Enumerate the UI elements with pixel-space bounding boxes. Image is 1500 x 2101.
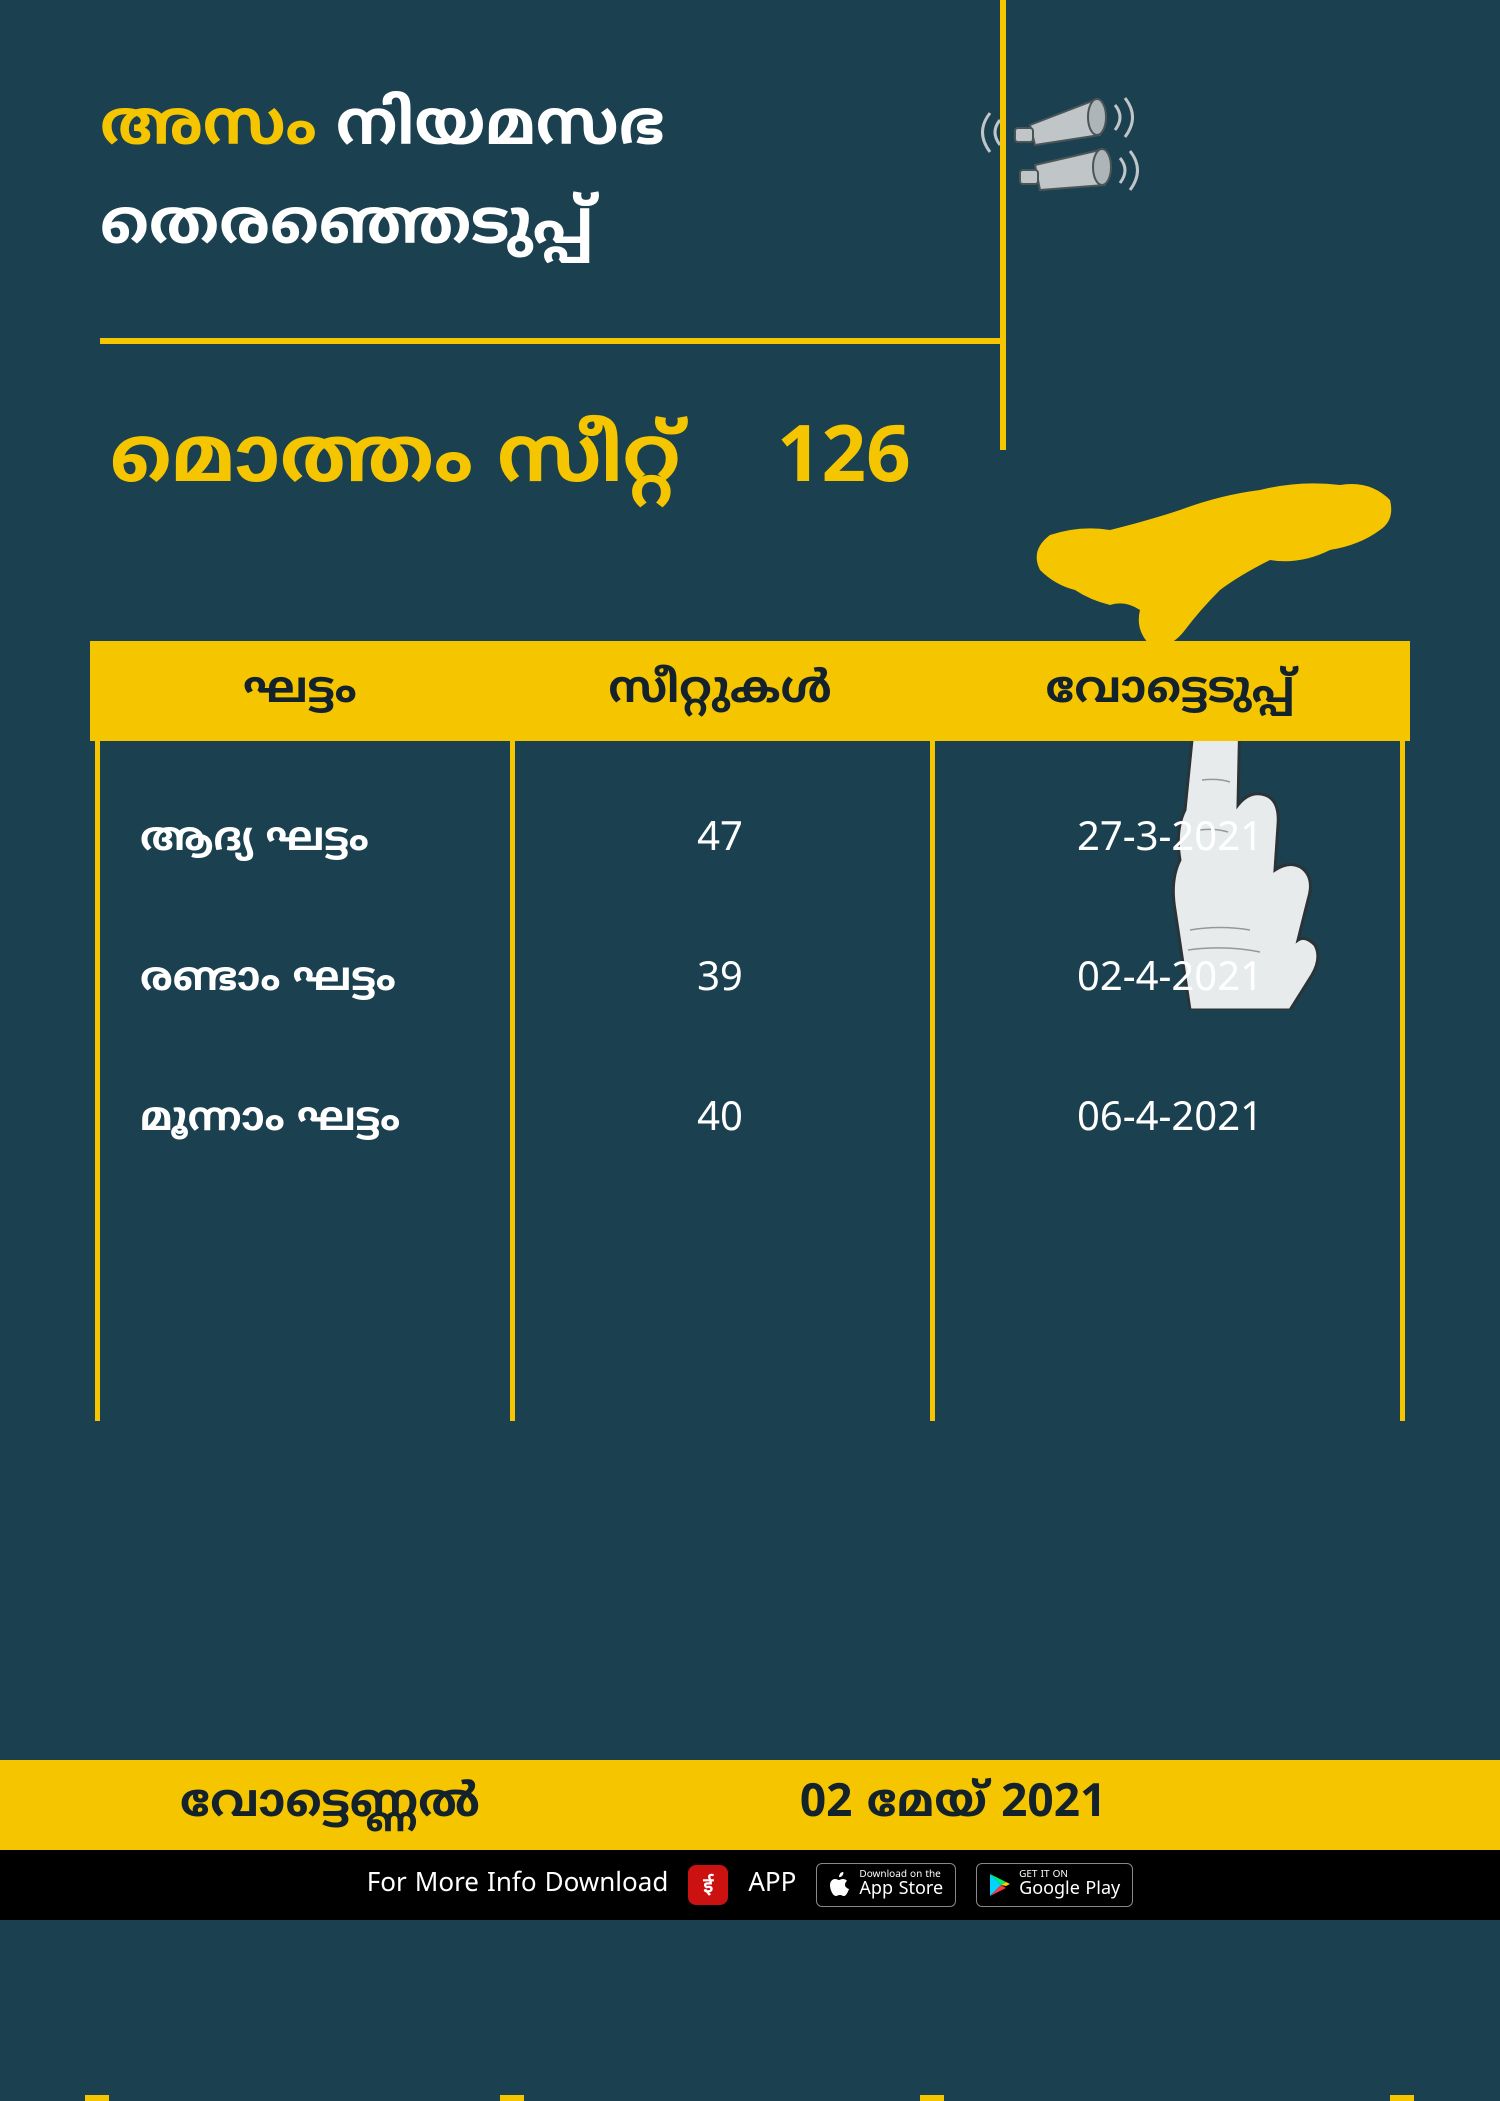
table-body: ആദ്യ ഘട്ടം 47 27-3-2021 രണ്ടാം ഘട്ടം 39 …: [90, 741, 1410, 1221]
playstore-icon: [989, 1873, 1011, 1897]
th-voting: വോട്ടെടുപ്പ്: [930, 664, 1410, 719]
download-text: For More Info Download: [367, 1869, 669, 1901]
vline: [930, 741, 935, 1421]
td-seats: 39: [510, 956, 930, 1006]
title-line-1: അസം നിയമസഭ: [100, 80, 1400, 179]
apple-icon: [829, 1872, 851, 1898]
appstore-button[interactable]: Download on the App Store: [816, 1863, 956, 1907]
counting-label: വോട്ടെണ്ണൽ: [180, 1776, 480, 1834]
td-phase: മൂന്നാം ഘട്ടം: [90, 1096, 510, 1146]
megaphone-icon: [940, 80, 1160, 230]
td-phase: ആദ്യ ഘട്ടം: [90, 816, 510, 866]
title-rest1: നിയമസഭ: [336, 90, 665, 168]
vline: [1400, 741, 1405, 1421]
td-seats: 40: [510, 1096, 930, 1146]
th-seats: സീറ്റുകൾ: [510, 664, 930, 719]
phases-table: ഘട്ടം സീറ്റുകൾ വോട്ടെടുപ്പ് ആദ്യ ഘട്ടം 4…: [90, 641, 1410, 1221]
total-seats-value: 126: [777, 414, 911, 511]
app-label: APP: [748, 1869, 796, 1901]
td-phase: രണ്ടാം ഘട്ടം: [90, 956, 510, 1006]
counting-date: 02 മേയ് 2021: [800, 1776, 1106, 1834]
header-section: അസം നിയമസഭ തെരഞ്ഞെടുപ്പ്: [0, 0, 1500, 278]
table-header-row: ഘട്ടം സീറ്റുകൾ വോട്ടെടുപ്പ്: [90, 641, 1410, 741]
td-seats: 47: [510, 816, 930, 866]
title-line-2: തെരഞ്ഞെടുപ്പ്: [100, 179, 1400, 278]
td-date: 27-3-2021: [930, 816, 1410, 866]
title-highlight: അസം: [100, 90, 317, 168]
th-phase: ഘട്ടം: [90, 664, 510, 719]
playstore-button[interactable]: GET IT ON Google Play: [976, 1863, 1133, 1907]
vline: [510, 741, 515, 1421]
appstore-big: App Store: [859, 1880, 943, 1900]
table-row: മൂന്നാം ഘട്ടം 40 06-4-2021: [90, 1051, 1410, 1191]
table-row: ആദ്യ ഘട്ടം 47 27-3-2021: [90, 771, 1410, 911]
etv-logo-icon: ई: [688, 1865, 728, 1905]
vline: [95, 741, 100, 1421]
playstore-big: Google Play: [1019, 1880, 1120, 1900]
td-date: 02-4-2021: [930, 956, 1410, 1006]
counting-footer: വോട്ടെണ്ണൽ 02 മേയ് 2021: [0, 1760, 1500, 1850]
total-seats-label: മൊത്തം സീറ്റ്: [110, 414, 681, 511]
app-footer: For More Info Download ई APP Download on…: [0, 1850, 1500, 1920]
td-date: 06-4-2021: [930, 1096, 1410, 1146]
table-row: രണ്ടാം ഘട്ടം 39 02-4-2021: [90, 911, 1410, 1051]
